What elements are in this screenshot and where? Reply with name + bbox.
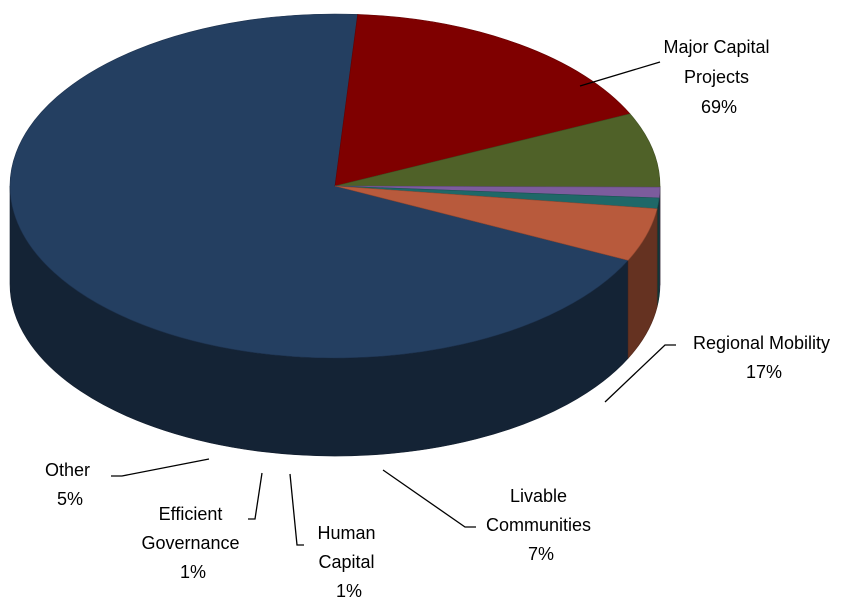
leader-line-livable-communities (382, 469, 476, 528)
pie-slice-other (334, 185, 658, 261)
pie-top-layer (9, 13, 661, 359)
pie-slice-major-capital-projects (9, 13, 629, 359)
leader-lines (111, 61, 676, 546)
label-other: Other 5% (45, 460, 95, 509)
label-human-capital: Human Capital 1% (317, 523, 380, 600)
pie-side-efficient-governance (656, 197, 660, 307)
data-labels: Major Capital Projects 69% Regional Mobi… (45, 37, 835, 600)
percent-regional-mobility: 17% (746, 362, 782, 382)
percent-efficient-governance: 1% (180, 562, 206, 582)
percent-major-capital-projects: 69% (701, 97, 737, 117)
pie-slice-livable-communities (334, 113, 661, 188)
leader-line-regional-mobility (604, 344, 676, 403)
percent-other: 5% (57, 489, 83, 509)
percent-human-capital: 1% (336, 581, 362, 600)
leader-line-efficient-governance (248, 472, 263, 520)
leader-line-other (111, 458, 210, 477)
label-regional-mobility: Regional Mobility 17% (693, 333, 835, 382)
label-major-capital-projects: Major Capital Projects 69% (663, 37, 774, 117)
percent-livable-communities: 7% (528, 544, 554, 564)
pie-slice-regional-mobility (334, 14, 631, 187)
leader-line-major-capital (579, 61, 661, 87)
leader-line-human-capital (289, 473, 304, 546)
label-livable-communities: Livable Communities 7% (486, 486, 596, 564)
label-efficient-governance: Efficient Governance 1% (141, 504, 244, 582)
